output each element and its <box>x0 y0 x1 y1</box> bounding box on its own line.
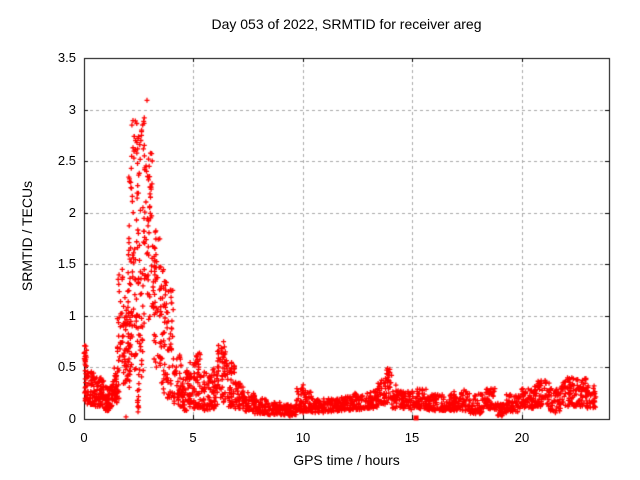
chart-title: Day 053 of 2022, SRMTID for receiver are… <box>211 16 482 32</box>
y-tick-label: 0.5 <box>57 359 76 374</box>
x-tick-label: 15 <box>404 430 420 445</box>
y-tick-label: 3.5 <box>57 50 76 65</box>
x-tick-label: 10 <box>295 430 311 445</box>
x-tick-label: 20 <box>514 430 530 445</box>
y-tick-label: 3 <box>68 102 76 117</box>
y-tick-label: 1 <box>68 308 76 323</box>
y-tick-label: 1.5 <box>57 256 76 271</box>
x-tick-label: 0 <box>80 430 88 445</box>
y-tick-label: 2.5 <box>57 153 76 168</box>
y-tick-label: 0 <box>68 411 76 426</box>
y-tick-label: 2 <box>68 205 76 220</box>
x-tick-label: 5 <box>189 430 197 445</box>
x-axis-label: GPS time / hours <box>293 452 400 468</box>
